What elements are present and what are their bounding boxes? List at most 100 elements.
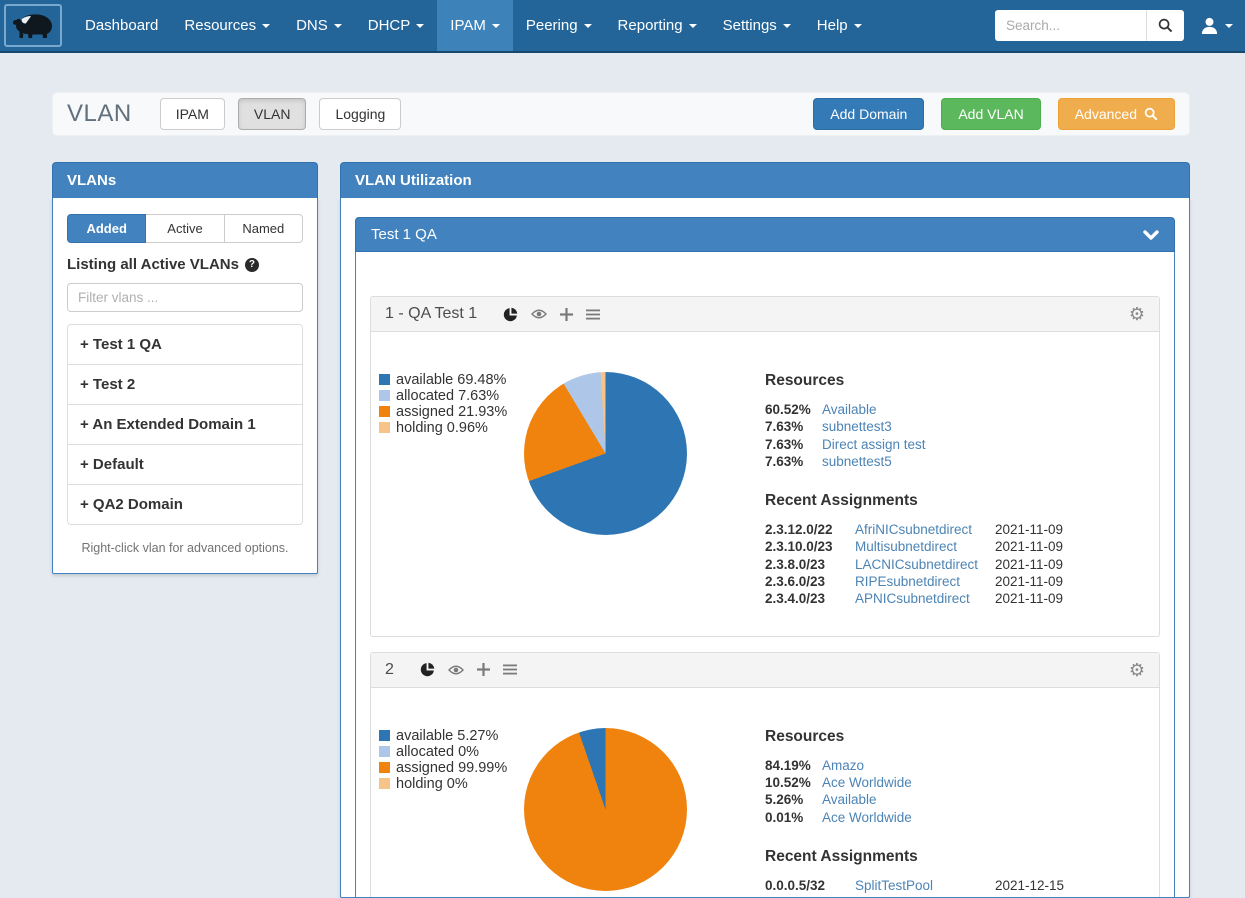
resource-percent: 7.63% — [765, 453, 822, 470]
tab-logging[interactable]: Logging — [319, 98, 401, 130]
tab-added[interactable]: Added — [67, 214, 146, 243]
nav-label: Help — [817, 17, 848, 34]
nav-label: Dashboard — [85, 17, 158, 34]
advanced-button[interactable]: Advanced — [1058, 98, 1175, 130]
nav-item-settings[interactable]: Settings — [710, 0, 804, 51]
nav-item-dashboard[interactable]: Dashboard — [72, 0, 171, 51]
legend-label: allocated 7.63% — [396, 388, 499, 404]
list-icon[interactable] — [503, 664, 517, 675]
eye-icon[interactable] — [448, 664, 464, 676]
resource-percent: 84.19% — [765, 757, 822, 774]
nav-item-peering[interactable]: Peering — [513, 0, 605, 51]
assignment-link[interactable]: RIPEsubnetdirect — [855, 573, 987, 590]
legend-item: allocated 7.63% — [379, 388, 524, 404]
vlan-list-item[interactable]: + Default — [68, 445, 302, 485]
pie-chart-icon[interactable] — [420, 662, 435, 677]
filter-vlans-input[interactable] — [67, 283, 303, 312]
button-label: Advanced — [1075, 106, 1137, 122]
domain-section-title: Test 1 QA — [371, 226, 437, 243]
nav-item-ipam[interactable]: IPAM — [437, 0, 513, 51]
eye-icon[interactable] — [531, 308, 547, 320]
assignment-link[interactable]: AfriNICsubnetdirect — [855, 521, 987, 538]
assignments-heading: Recent Assignments — [765, 492, 1133, 510]
nav-item-reporting[interactable]: Reporting — [605, 0, 710, 51]
caret-down-icon — [1225, 24, 1233, 28]
legend-swatch — [379, 422, 390, 433]
tapir-logo-icon — [11, 10, 55, 42]
legend-swatch — [379, 406, 390, 417]
resource-row: 84.19%Amazo — [765, 757, 1133, 774]
legend-swatch — [379, 730, 390, 741]
assignment-link[interactable]: SplitTestPool — [855, 877, 987, 894]
vlan-list-item[interactable]: + Test 1 QA — [68, 325, 302, 365]
user-icon — [1200, 16, 1219, 35]
app-logo[interactable] — [4, 4, 62, 47]
listing-heading: Listing all Active VLANs — [67, 256, 239, 273]
resource-link[interactable]: Amazo — [822, 757, 864, 774]
caret-down-icon — [416, 24, 424, 28]
list-icon[interactable] — [586, 309, 600, 320]
resource-link[interactable]: Available — [822, 401, 877, 418]
chevron-down-icon — [1143, 230, 1159, 240]
search-input[interactable] — [995, 10, 1147, 41]
gear-icon[interactable]: ⚙ — [1129, 661, 1145, 679]
pie-legend: available 69.48%allocated 7.63%assigned … — [379, 372, 524, 436]
nav-item-dns[interactable]: DNS — [283, 0, 355, 51]
add-domain-button[interactable]: Add Domain — [813, 98, 924, 130]
pie-legend: available 5.27%allocated 0%assigned 99.9… — [379, 728, 524, 792]
gear-icon[interactable]: ⚙ — [1129, 305, 1145, 323]
help-icon[interactable]: ? — [245, 258, 259, 272]
card-title: 1 - QA Test 1 — [385, 305, 477, 323]
resource-link[interactable]: Available — [822, 791, 877, 808]
assignment-row: 2.3.12.0/22AfriNICsubnetdirect2021-11-09 — [765, 521, 1133, 538]
nav-item-resources[interactable]: Resources — [171, 0, 283, 51]
vlan-list-item[interactable]: + QA2 Domain — [68, 485, 302, 524]
vlan-card-body: available 5.27%allocated 0%assigned 99.9… — [371, 688, 1159, 898]
resources-list: 60.52%Available7.63%subnettest37.63%Dire… — [765, 401, 1133, 470]
assignment-link[interactable]: Direct assign test — [855, 894, 987, 898]
assignment-link[interactable]: LACNICsubnetdirect — [855, 556, 987, 573]
nav-item-dhcp[interactable]: DHCP — [355, 0, 438, 51]
tab-active[interactable]: Active — [146, 214, 224, 243]
domain-section-header[interactable]: Test 1 QA — [355, 217, 1175, 252]
resource-link[interactable]: subnettest5 — [822, 453, 892, 470]
assignment-date: 2021-11-09 — [995, 573, 1063, 590]
vlan-card: 2 — [370, 652, 1160, 898]
vlans-panel-title: VLANs — [52, 162, 318, 198]
resource-link[interactable]: Ace Worldwide — [822, 774, 912, 791]
resource-link[interactable]: Direct assign test — [822, 436, 926, 453]
tab-ipam[interactable]: IPAM — [160, 98, 225, 130]
legend-swatch — [379, 762, 390, 773]
vlan-list-item[interactable]: + An Extended Domain 1 — [68, 405, 302, 445]
legend-item: assigned 21.93% — [379, 404, 524, 420]
vlan-list-item[interactable]: + Test 2 — [68, 365, 302, 405]
button-label: Add Domain — [830, 106, 907, 122]
plus-icon[interactable] — [477, 663, 490, 676]
legend-swatch — [379, 746, 390, 757]
nav-item-help[interactable]: Help — [804, 0, 875, 51]
assignments-list: 2.3.12.0/22AfriNICsubnetdirect2021-11-09… — [765, 521, 1133, 607]
assignment-row: 2.3.8.0/23LACNICsubnetdirect2021-11-09 — [765, 556, 1133, 573]
pie-chart-icon[interactable] — [503, 307, 518, 322]
search-button[interactable] — [1147, 10, 1184, 41]
assignment-date: 2021-12-15 — [995, 894, 1064, 898]
resource-link[interactable]: subnettest3 — [822, 418, 892, 435]
assignment-link[interactable]: APNICsubnetdirect — [855, 590, 987, 607]
caret-down-icon — [492, 24, 500, 28]
tab-vlan[interactable]: VLAN — [238, 98, 307, 130]
resource-row: 5.26%Available — [765, 791, 1133, 808]
user-menu[interactable] — [1200, 16, 1233, 35]
vlan-card-body: available 69.48%allocated 7.63%assigned … — [371, 332, 1159, 636]
add-vlan-button[interactable]: Add VLAN — [941, 98, 1040, 130]
tab-named[interactable]: Named — [225, 214, 303, 243]
resources-list: 84.19%Amazo10.52%Ace Worldwide5.26%Avail… — [765, 757, 1133, 826]
nav-label: Resources — [184, 17, 256, 34]
caret-down-icon — [262, 24, 270, 28]
assignment-link[interactable]: Multisubnetdirect — [855, 538, 987, 555]
nav-label: IPAM — [450, 17, 486, 34]
legend-label: assigned 99.99% — [396, 760, 507, 776]
resource-percent: 0.01% — [765, 809, 822, 826]
plus-icon[interactable] — [560, 308, 573, 321]
resource-link[interactable]: Ace Worldwide — [822, 809, 912, 826]
resource-percent: 7.63% — [765, 418, 822, 435]
